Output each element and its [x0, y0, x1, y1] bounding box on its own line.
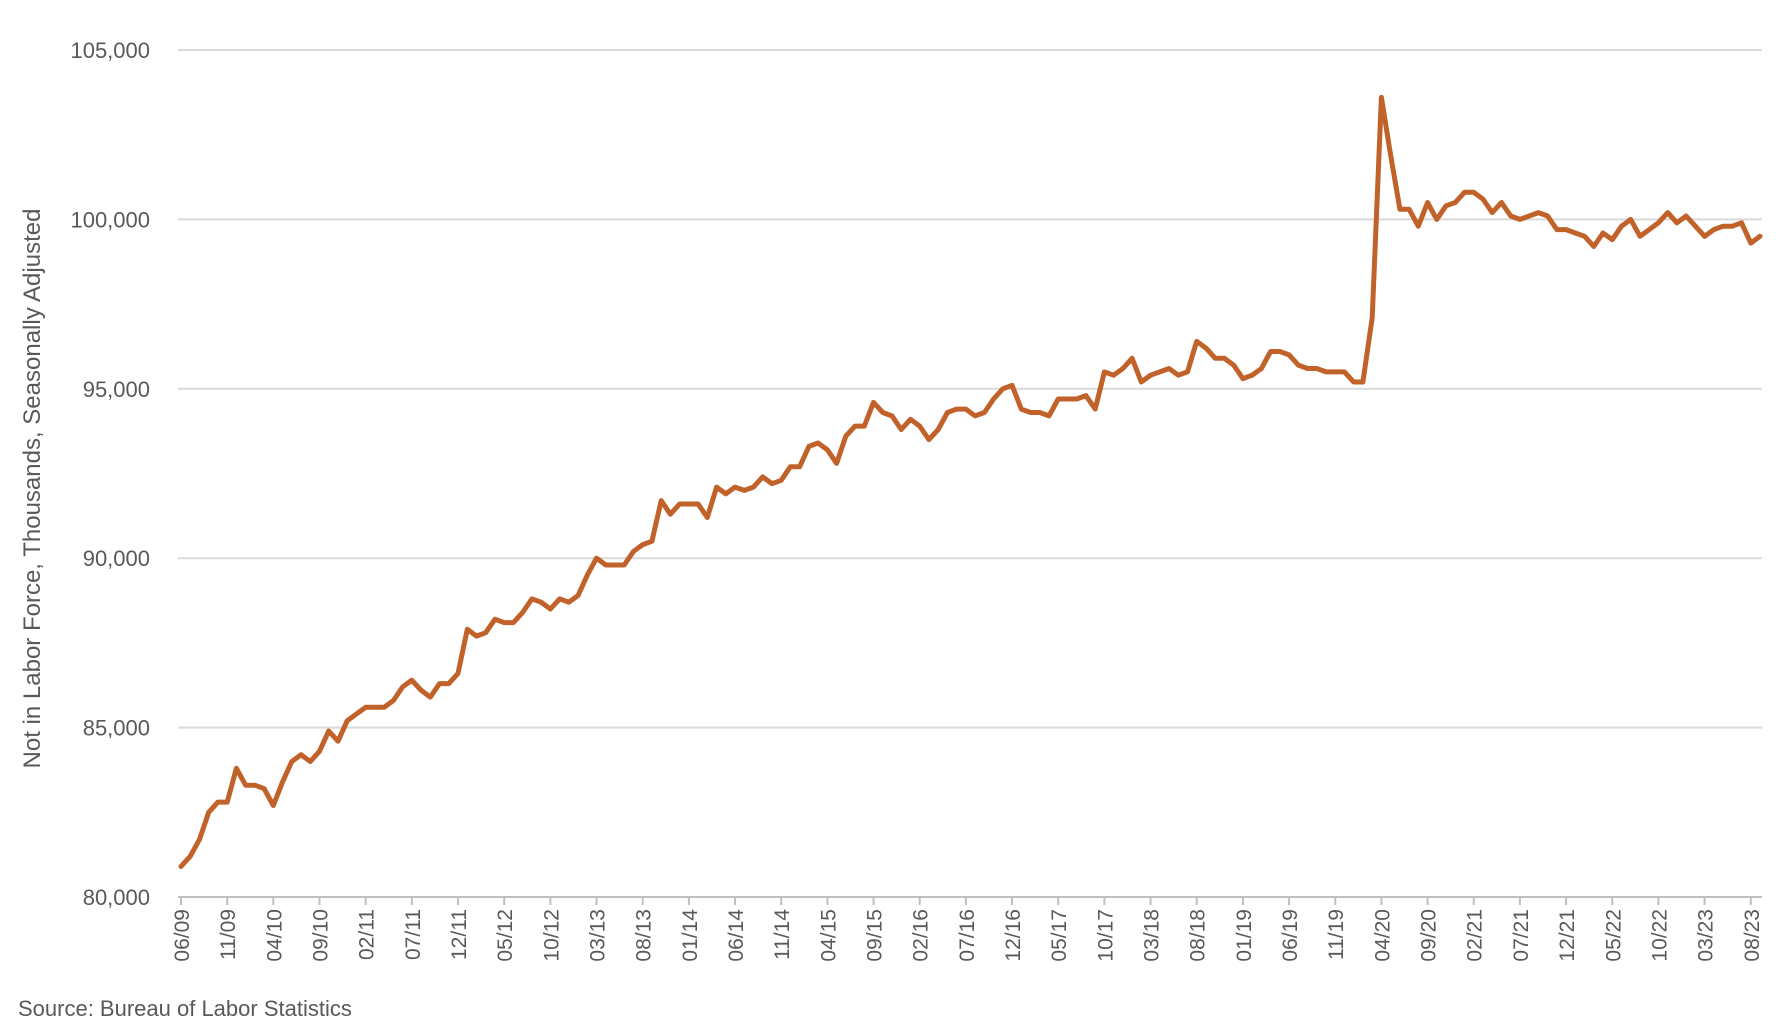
gridlines [178, 49, 1762, 729]
x-tick-label: 03/18 [1141, 909, 1164, 962]
x-tick-labels: 06/09 11/09 04/10 09/10 02/11 07/11 12/11 05/12… [171, 909, 1764, 962]
y-tick-label: 105,000 [70, 38, 150, 63]
x-tick-label: 05/12 [494, 909, 517, 962]
x-tick-label: 08/13 [633, 909, 656, 962]
y-tick-label: 85,000 [83, 716, 150, 741]
x-tick-label: 03/13 [587, 909, 610, 962]
x-tick-label: 02/16 [910, 909, 933, 962]
x-tick-label: 11/09 [217, 909, 240, 960]
x-tick-label: 01/19 [1233, 909, 1256, 962]
x-tick-label: 02/21 [1464, 909, 1487, 962]
x-tick-label: 03/23 [1695, 909, 1718, 962]
x-tick-label: 10/22 [1648, 909, 1671, 962]
x-tick-label: 09/20 [1418, 909, 1441, 962]
x-tick-label: 04/15 [817, 909, 840, 962]
x-tick-label: 10/12 [540, 909, 563, 962]
x-tick-label: 08/18 [1187, 909, 1210, 962]
x-tick-label: 06/14 [725, 909, 748, 962]
x-tick-label: 08/23 [1741, 909, 1764, 962]
x-tick-marks [180, 897, 1752, 905]
x-tick-label: 12/21 [1556, 909, 1579, 962]
x-tick-label: 01/14 [679, 909, 702, 962]
x-tick-label: 07/16 [956, 909, 979, 962]
x-tick-label: 02/11 [356, 909, 379, 960]
x-tick-label: 05/17 [1048, 909, 1071, 962]
x-tick-label: 07/21 [1510, 909, 1533, 962]
y-tick-label: 95,000 [83, 377, 150, 402]
y-tick-label: 100,000 [70, 207, 150, 232]
x-tick-label: 11/14 [771, 909, 794, 960]
x-tick-label: 10/17 [1094, 909, 1117, 962]
y-axis-label: Not in Labor Force, Thousands, Seasonall… [19, 209, 46, 769]
x-tick-label: 05/22 [1602, 909, 1625, 962]
y-tick-labels: 80,000 85,000 90,000 95,000 100,000 105,000 [70, 38, 150, 910]
x-tick-label: 04/10 [263, 909, 286, 962]
x-tick-label: 09/10 [310, 909, 333, 962]
x-tick-label: 06/09 [171, 909, 194, 962]
x-tick-label: 11/19 [1325, 909, 1348, 960]
y-tick-label: 90,000 [83, 546, 150, 571]
x-tick-label: 07/11 [402, 909, 425, 960]
x-tick-label: 04/20 [1371, 909, 1394, 962]
y-tick-label: 80,000 [83, 885, 150, 910]
x-tick-label: 06/19 [1279, 909, 1302, 962]
x-tick-label: 09/15 [864, 909, 887, 962]
x-tick-label: 12/16 [1002, 909, 1025, 962]
series-line [178, 94, 1763, 869]
source-note: Source: Bureau of Labor Statistics [18, 996, 352, 1021]
x-tick-label: 12/11 [448, 909, 471, 960]
